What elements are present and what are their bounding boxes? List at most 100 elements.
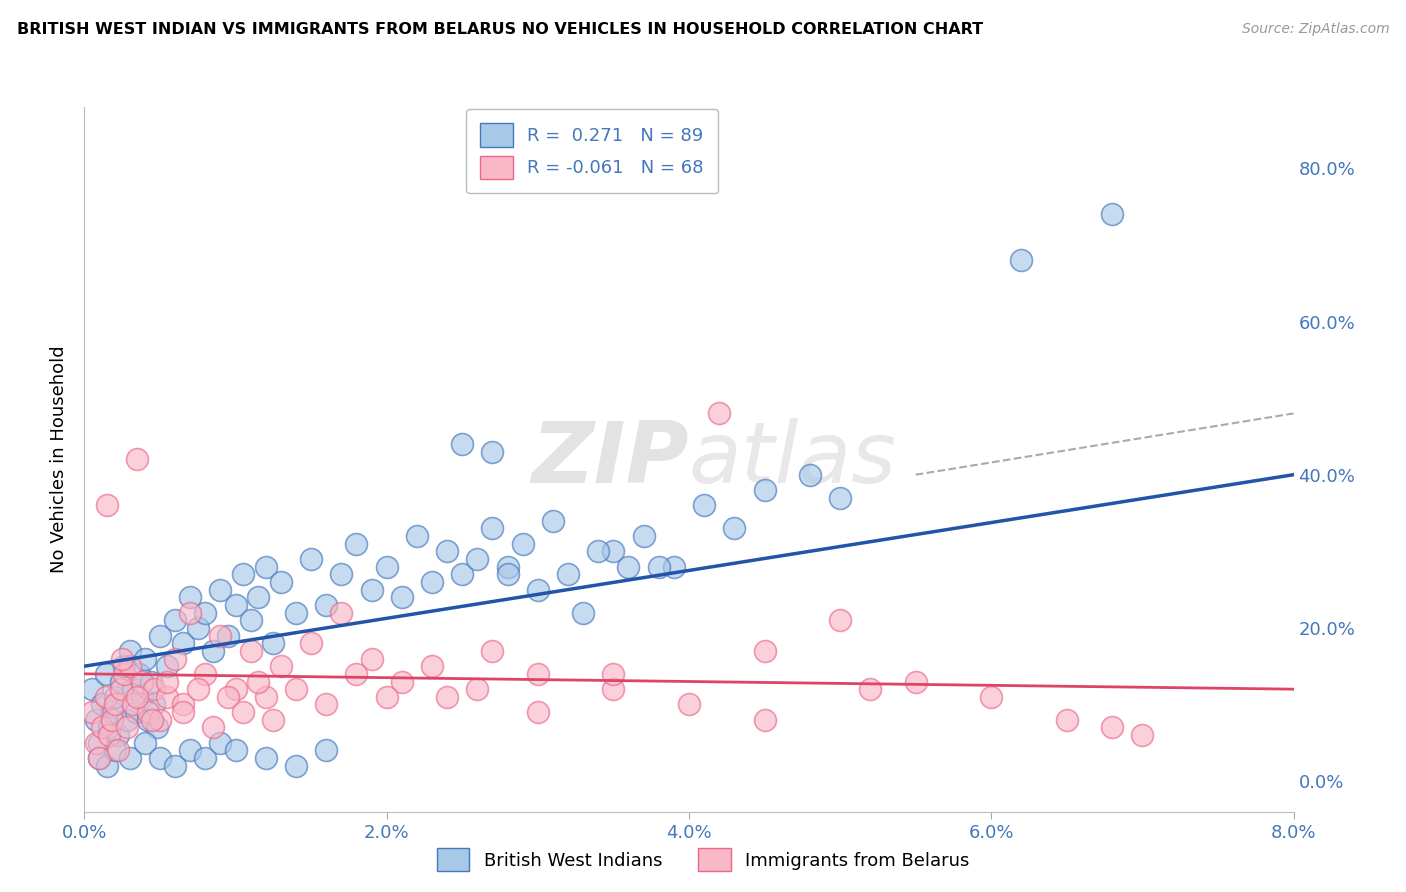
Point (375, 559, 398, 574)
Point (209, 628, 232, 642)
Point (436, 690, 458, 704)
Point (254, 559, 277, 574)
Point (315, 598, 337, 612)
Point (128, 666, 150, 681)
Point (118, 751, 141, 765)
Point (89, 736, 111, 750)
Point (617, 559, 640, 574)
Text: Source: ZipAtlas.com: Source: ZipAtlas.com (1241, 22, 1389, 37)
Text: atlas: atlas (689, 417, 897, 501)
Point (94, 666, 117, 681)
Point (467, 682, 489, 697)
Point (172, 636, 194, 650)
Point (541, 514, 564, 528)
Point (165, 613, 187, 627)
Point (799, 467, 821, 482)
Point (232, 567, 254, 582)
Point (420, 659, 443, 673)
Point (451, 567, 474, 582)
Point (118, 644, 141, 658)
Point (104, 690, 127, 704)
Point (254, 690, 277, 704)
Point (179, 743, 201, 757)
Point (115, 713, 138, 727)
Point (134, 736, 156, 750)
Point (360, 651, 382, 665)
Point (142, 698, 165, 712)
Point (156, 690, 179, 704)
Point (97, 728, 120, 742)
Y-axis label: No Vehicles in Household: No Vehicles in Household (49, 345, 67, 574)
Point (830, 491, 852, 505)
Point (125, 705, 148, 719)
Point (662, 559, 685, 574)
Point (512, 536, 534, 550)
Point (254, 751, 277, 765)
Point (481, 444, 503, 458)
Point (141, 713, 163, 727)
Point (110, 682, 132, 697)
Point (100, 713, 122, 727)
Point (406, 529, 429, 543)
Point (94, 690, 117, 704)
Point (262, 636, 284, 650)
Point (262, 713, 284, 727)
Point (270, 659, 292, 673)
Point (247, 674, 270, 689)
Point (284, 682, 308, 697)
Point (104, 698, 127, 712)
Point (131, 674, 153, 689)
Point (830, 613, 852, 627)
Point (225, 743, 247, 757)
Point (80, 705, 103, 719)
Point (904, 674, 927, 689)
Point (121, 682, 143, 697)
Point (100, 705, 122, 719)
Point (284, 606, 308, 620)
Point (217, 690, 239, 704)
Point (315, 698, 337, 712)
Point (179, 606, 201, 620)
Point (481, 521, 503, 535)
Point (527, 666, 550, 681)
Point (299, 636, 322, 650)
Point (112, 659, 135, 673)
Point (194, 666, 217, 681)
Point (209, 582, 232, 597)
Point (980, 690, 1002, 704)
Point (194, 606, 217, 620)
Point (481, 644, 503, 658)
Legend: British West Indians, Immigrants from Belarus: British West Indians, Immigrants from Be… (429, 841, 977, 879)
Point (225, 598, 247, 612)
Point (127, 690, 149, 704)
Point (709, 406, 731, 420)
Point (1132, 728, 1154, 742)
Point (89, 751, 111, 765)
Point (149, 751, 172, 765)
Point (247, 591, 270, 605)
Point (136, 713, 159, 727)
Point (315, 743, 337, 757)
Point (107, 743, 129, 757)
Point (149, 713, 172, 727)
Point (602, 666, 624, 681)
Point (678, 698, 700, 712)
Point (451, 437, 474, 451)
Point (156, 674, 179, 689)
Point (1101, 721, 1123, 735)
Point (165, 758, 187, 772)
Point (91, 698, 114, 712)
Point (121, 698, 143, 712)
Point (201, 644, 224, 658)
Point (754, 483, 776, 497)
Point (134, 651, 156, 665)
Point (110, 674, 132, 689)
Point (693, 499, 716, 513)
Point (299, 552, 322, 566)
Point (239, 644, 262, 658)
Point (91, 721, 114, 735)
Point (723, 521, 745, 535)
Point (572, 606, 595, 620)
Point (136, 705, 159, 719)
Point (648, 559, 671, 574)
